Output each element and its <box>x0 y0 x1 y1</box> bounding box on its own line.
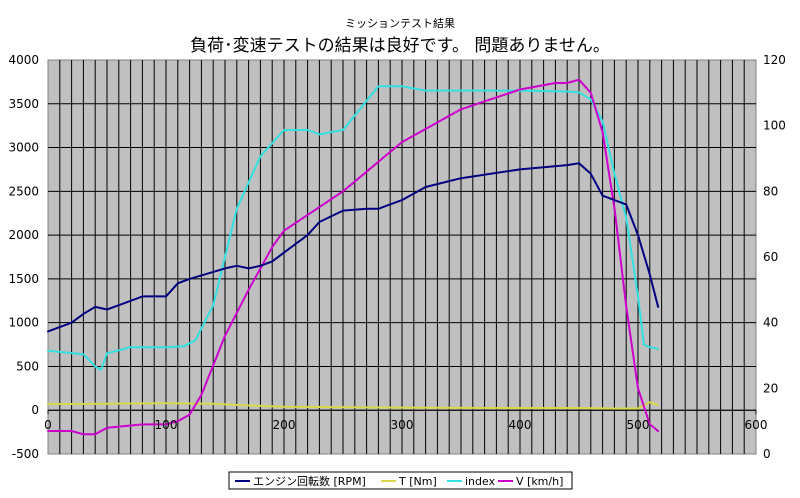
legend-label-speed: V [km/h] <box>516 475 563 488</box>
y-left-tick-label: -500 <box>12 447 39 461</box>
y-right-tick-label: 40 <box>763 316 778 330</box>
y-right-tick-label: 120 <box>763 53 786 67</box>
y-left-tick-label: 0 <box>31 403 39 417</box>
y-right-tick-label: 100 <box>763 119 786 133</box>
y-right-tick-label: 80 <box>763 184 778 198</box>
y-left-tick-label: 3500 <box>8 97 39 111</box>
x-axis-ticks: 0 100 200 300 400 500 600 <box>44 418 767 432</box>
y-left-tick-label: 3000 <box>8 141 39 155</box>
y-left-tick-label: 1000 <box>8 316 39 330</box>
series-line-1 <box>47 401 660 410</box>
series-line-2 <box>47 85 660 371</box>
y-left-tick-label: 4000 <box>8 53 39 67</box>
legend-label-torque: T [Nm] <box>398 475 437 488</box>
y-right-tick-label: 20 <box>763 381 778 395</box>
vertical-grid <box>59 60 745 454</box>
legend: エンジン回転数 [RPM] T [Nm] index V [km/h] <box>228 471 573 490</box>
legend-label-rpm: エンジン回転数 [RPM] <box>253 475 366 488</box>
legend-box <box>228 471 573 490</box>
y-left-tick-label: 500 <box>16 359 39 373</box>
series-line-0 <box>47 162 660 333</box>
y-left-axis-ticks: -500 0 500 1000 1500 2000 2500 3000 3500 4000 <box>8 53 39 461</box>
y-left-tick-label: 1500 <box>8 272 39 286</box>
y-right-tick-label: 60 <box>763 250 778 264</box>
x-tick-label: 0 <box>44 418 52 432</box>
series-line-3 <box>47 78 660 436</box>
series-layer <box>47 78 660 436</box>
zero-axis <box>47 409 757 415</box>
y-left-tick-label: 2000 <box>8 228 39 242</box>
legend-label-index: index <box>465 475 496 488</box>
x-tick-label: 500 <box>627 418 650 432</box>
x-tick-label: 200 <box>273 418 296 432</box>
chart-subtitle: 負荷･変速テストの結果は良好です。 問題ありません。 <box>190 36 610 56</box>
x-tick-label: 400 <box>509 418 532 432</box>
y-right-tick-label: 0 <box>763 447 771 461</box>
x-tick-label: 600 <box>745 418 768 432</box>
x-tick-label: 300 <box>391 418 414 432</box>
y-left-tick-label: 2500 <box>8 184 39 198</box>
x-tick-label: 100 <box>155 418 178 432</box>
chart-title: ミッションテスト結果 <box>345 16 455 30</box>
y-right-axis-ticks: 0 20 40 60 80 100 120 <box>763 53 786 461</box>
